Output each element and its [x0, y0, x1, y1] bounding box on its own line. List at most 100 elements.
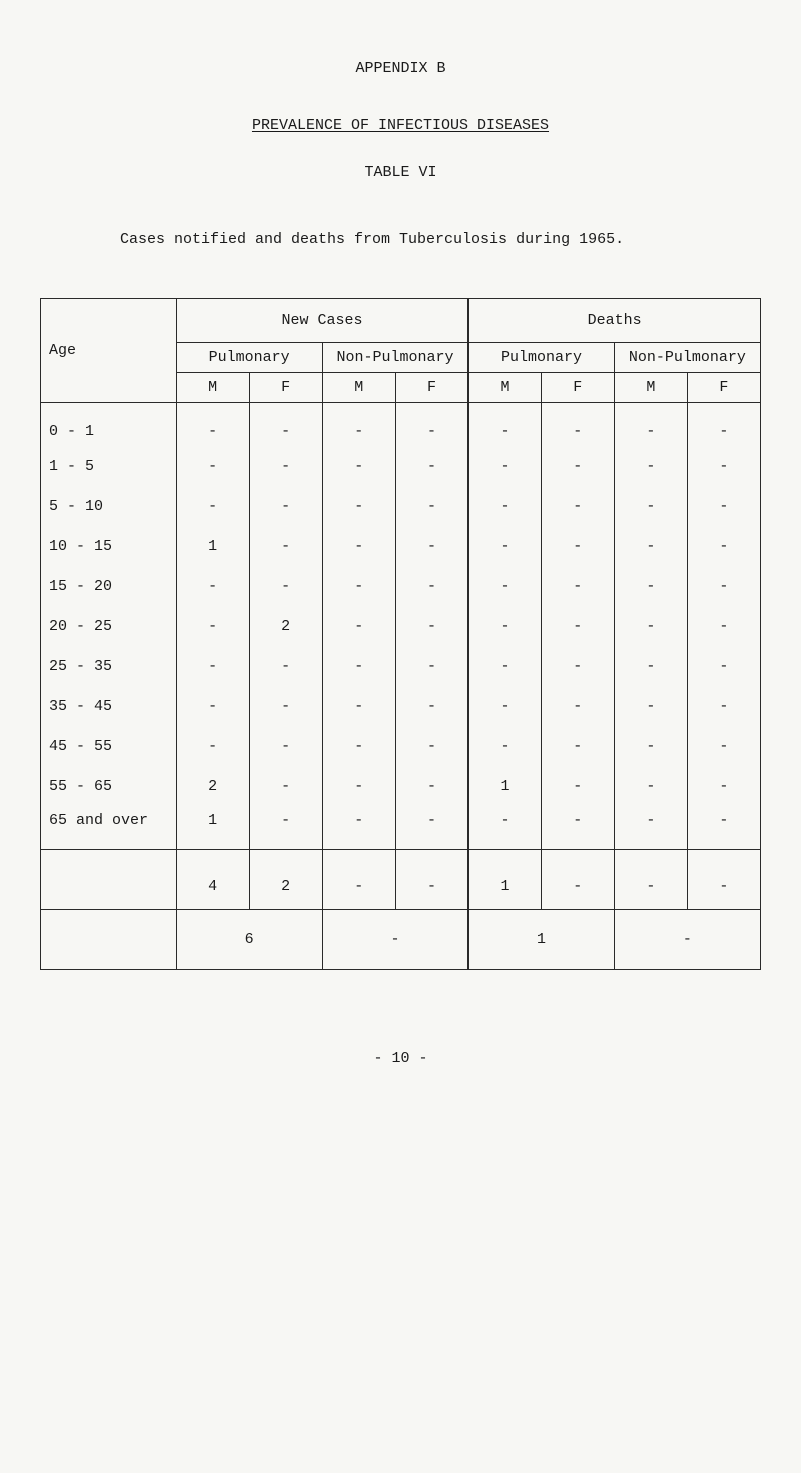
cell: 20 - 25	[41, 606, 177, 646]
cell: -	[687, 806, 760, 850]
subtotal-age	[41, 850, 177, 910]
cell: -	[249, 403, 322, 447]
cell: 0 - 1	[41, 403, 177, 447]
col-pf: F	[249, 373, 322, 403]
col-dpm: M	[468, 373, 541, 403]
cell: -	[541, 526, 614, 566]
cell: -	[176, 606, 249, 646]
cell: -	[468, 566, 541, 606]
cell: -	[687, 446, 760, 486]
col-dnpm: M	[614, 373, 687, 403]
cell: 2	[176, 766, 249, 806]
cell: -	[614, 486, 687, 526]
cell: -	[614, 766, 687, 806]
grand-d-pulmonary: 1	[468, 910, 614, 970]
cell: -	[541, 403, 614, 447]
cell: -	[322, 686, 395, 726]
cell: -	[468, 646, 541, 686]
cell: -	[687, 646, 760, 686]
cell: -	[541, 766, 614, 806]
table-row: 45 - 55--------	[41, 726, 761, 766]
cell: -	[249, 566, 322, 606]
cell: -	[322, 403, 395, 447]
cell: -	[249, 446, 322, 486]
cell: -	[176, 403, 249, 447]
cell: -	[541, 646, 614, 686]
cell: -	[468, 526, 541, 566]
grand-age	[41, 910, 177, 970]
cell: -	[687, 726, 760, 766]
cell: -	[395, 686, 468, 726]
cell: -	[395, 606, 468, 646]
cell: -	[249, 686, 322, 726]
cell: -	[322, 766, 395, 806]
cell: -	[541, 486, 614, 526]
col-dpf: F	[541, 373, 614, 403]
col-d-pulmonary: Pulmonary	[468, 343, 614, 373]
cell: -	[614, 526, 687, 566]
table-number-label: TABLE VI	[40, 164, 761, 181]
cell: -	[249, 806, 322, 850]
grand-total-row: 6 - 1 -	[41, 910, 761, 970]
cell: -	[614, 726, 687, 766]
subtotal-dnpm: -	[614, 850, 687, 910]
cell: 2	[249, 606, 322, 646]
col-npf: F	[395, 373, 468, 403]
cell: -	[395, 806, 468, 850]
cell: -	[322, 726, 395, 766]
cell: 1	[176, 806, 249, 850]
grand-pulmonary: 6	[176, 910, 322, 970]
cell: -	[395, 766, 468, 806]
col-dnpf: F	[687, 373, 760, 403]
subtotal-dpf: -	[541, 850, 614, 910]
cell: -	[322, 646, 395, 686]
cell: -	[322, 606, 395, 646]
cell: -	[468, 403, 541, 447]
cell: -	[176, 646, 249, 686]
cell: -	[395, 446, 468, 486]
cell: -	[322, 526, 395, 566]
cell: -	[176, 566, 249, 606]
cell: -	[468, 606, 541, 646]
cell: -	[468, 686, 541, 726]
cell: 35 - 45	[41, 686, 177, 726]
table-row: 10 - 151-------	[41, 526, 761, 566]
table-row: 55 - 652---1---	[41, 766, 761, 806]
table-row: 25 - 35--------	[41, 646, 761, 686]
cell: -	[614, 686, 687, 726]
table-caption: Cases notified and deaths from Tuberculo…	[40, 231, 761, 248]
cell: -	[541, 446, 614, 486]
table-row: 5 - 10--------	[41, 486, 761, 526]
subtotal-row: 4 2 - - 1 - - -	[41, 850, 761, 910]
cell: 15 - 20	[41, 566, 177, 606]
col-new-cases: New Cases	[176, 299, 468, 343]
subtotal-dpm: 1	[468, 850, 541, 910]
appendix-heading: APPENDIX B	[40, 60, 761, 77]
cell: -	[687, 526, 760, 566]
subtotal-npf: -	[395, 850, 468, 910]
table-row: 65 and over1-------	[41, 806, 761, 850]
table-row: 15 - 20--------	[41, 566, 761, 606]
cell: 5 - 10	[41, 486, 177, 526]
cell: -	[614, 646, 687, 686]
cell: -	[249, 766, 322, 806]
cell: -	[322, 486, 395, 526]
table-row: 20 - 25-2------	[41, 606, 761, 646]
cell: -	[395, 646, 468, 686]
cell: -	[614, 566, 687, 606]
col-pulmonary: Pulmonary	[176, 343, 322, 373]
cell: -	[541, 606, 614, 646]
col-d-non-pulmonary: Non-Pulmonary	[614, 343, 760, 373]
col-non-pulmonary: Non-Pulmonary	[322, 343, 468, 373]
grand-d-non-pulmonary: -	[614, 910, 760, 970]
cell: -	[541, 566, 614, 606]
cell: 55 - 65	[41, 766, 177, 806]
cell: -	[614, 403, 687, 447]
grand-non-pulmonary: -	[322, 910, 468, 970]
cell: -	[322, 806, 395, 850]
cell: -	[249, 726, 322, 766]
tuberculosis-table: Age New Cases Deaths Pulmonary Non-Pulmo…	[40, 298, 761, 970]
table-row: 35 - 45--------	[41, 686, 761, 726]
col-age: Age	[41, 299, 177, 403]
cell: -	[395, 566, 468, 606]
